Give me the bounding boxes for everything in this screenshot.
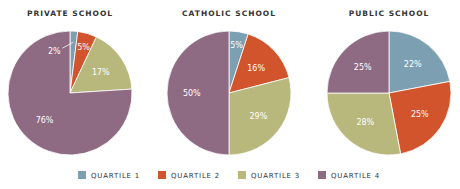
data-label: 28%: [356, 118, 374, 127]
data-label: 22%: [404, 60, 422, 69]
data-label: 5%: [77, 43, 90, 52]
pie-chart: PRIVATE SCHOOL 2% 5% 17% 76%: [8, 9, 132, 155]
data-label: 2%: [48, 47, 61, 56]
legend-swatch: [158, 171, 166, 179]
data-label: 25%: [354, 63, 372, 72]
chart-canvas: PRIVATE SCHOOL 2% 5% 17% 76% CATHOLIC SCHOOL 5…: [0, 0, 460, 189]
pie-slice: [70, 37, 132, 93]
legend-label: QUARTILE 2: [171, 172, 220, 180]
legend-swatch: [318, 171, 326, 179]
chart-title: PRIVATE SCHOOL: [27, 9, 113, 18]
pie-chart: PUBLIC SCHOOL 22% 25% 28% 25%: [327, 9, 451, 155]
legend-label: QUARTILE 1: [91, 172, 140, 180]
pie-slice: [229, 78, 291, 155]
legend-swatch: [238, 171, 246, 179]
pie-slice: [327, 93, 401, 155]
leader-line: [62, 42, 73, 48]
legend-label: QUARTILE 3: [251, 172, 300, 180]
data-label: 50%: [183, 89, 201, 98]
pie-slice: [167, 31, 229, 155]
chart-title: CATHOLIC SCHOOL: [182, 9, 276, 18]
legend-swatch: [78, 171, 86, 179]
data-label: 29%: [250, 112, 268, 121]
data-label: 16%: [247, 64, 265, 73]
pie-chart: CATHOLIC SCHOOL 5% 16% 29% 50%: [167, 9, 291, 155]
pie-slice: [327, 31, 389, 93]
data-label: 5%: [230, 41, 243, 50]
legend: QUARTILE 1 QUARTILE 2 QUARTILE 3 QUARTILE 4: [78, 171, 380, 180]
data-label: 76%: [36, 116, 54, 125]
data-label: 17%: [92, 68, 110, 77]
legend-label: QUARTILE 4: [331, 172, 380, 180]
data-label: 25%: [411, 110, 429, 119]
pie-slice: [8, 31, 132, 155]
chart-title: PUBLIC SCHOOL: [349, 9, 430, 18]
